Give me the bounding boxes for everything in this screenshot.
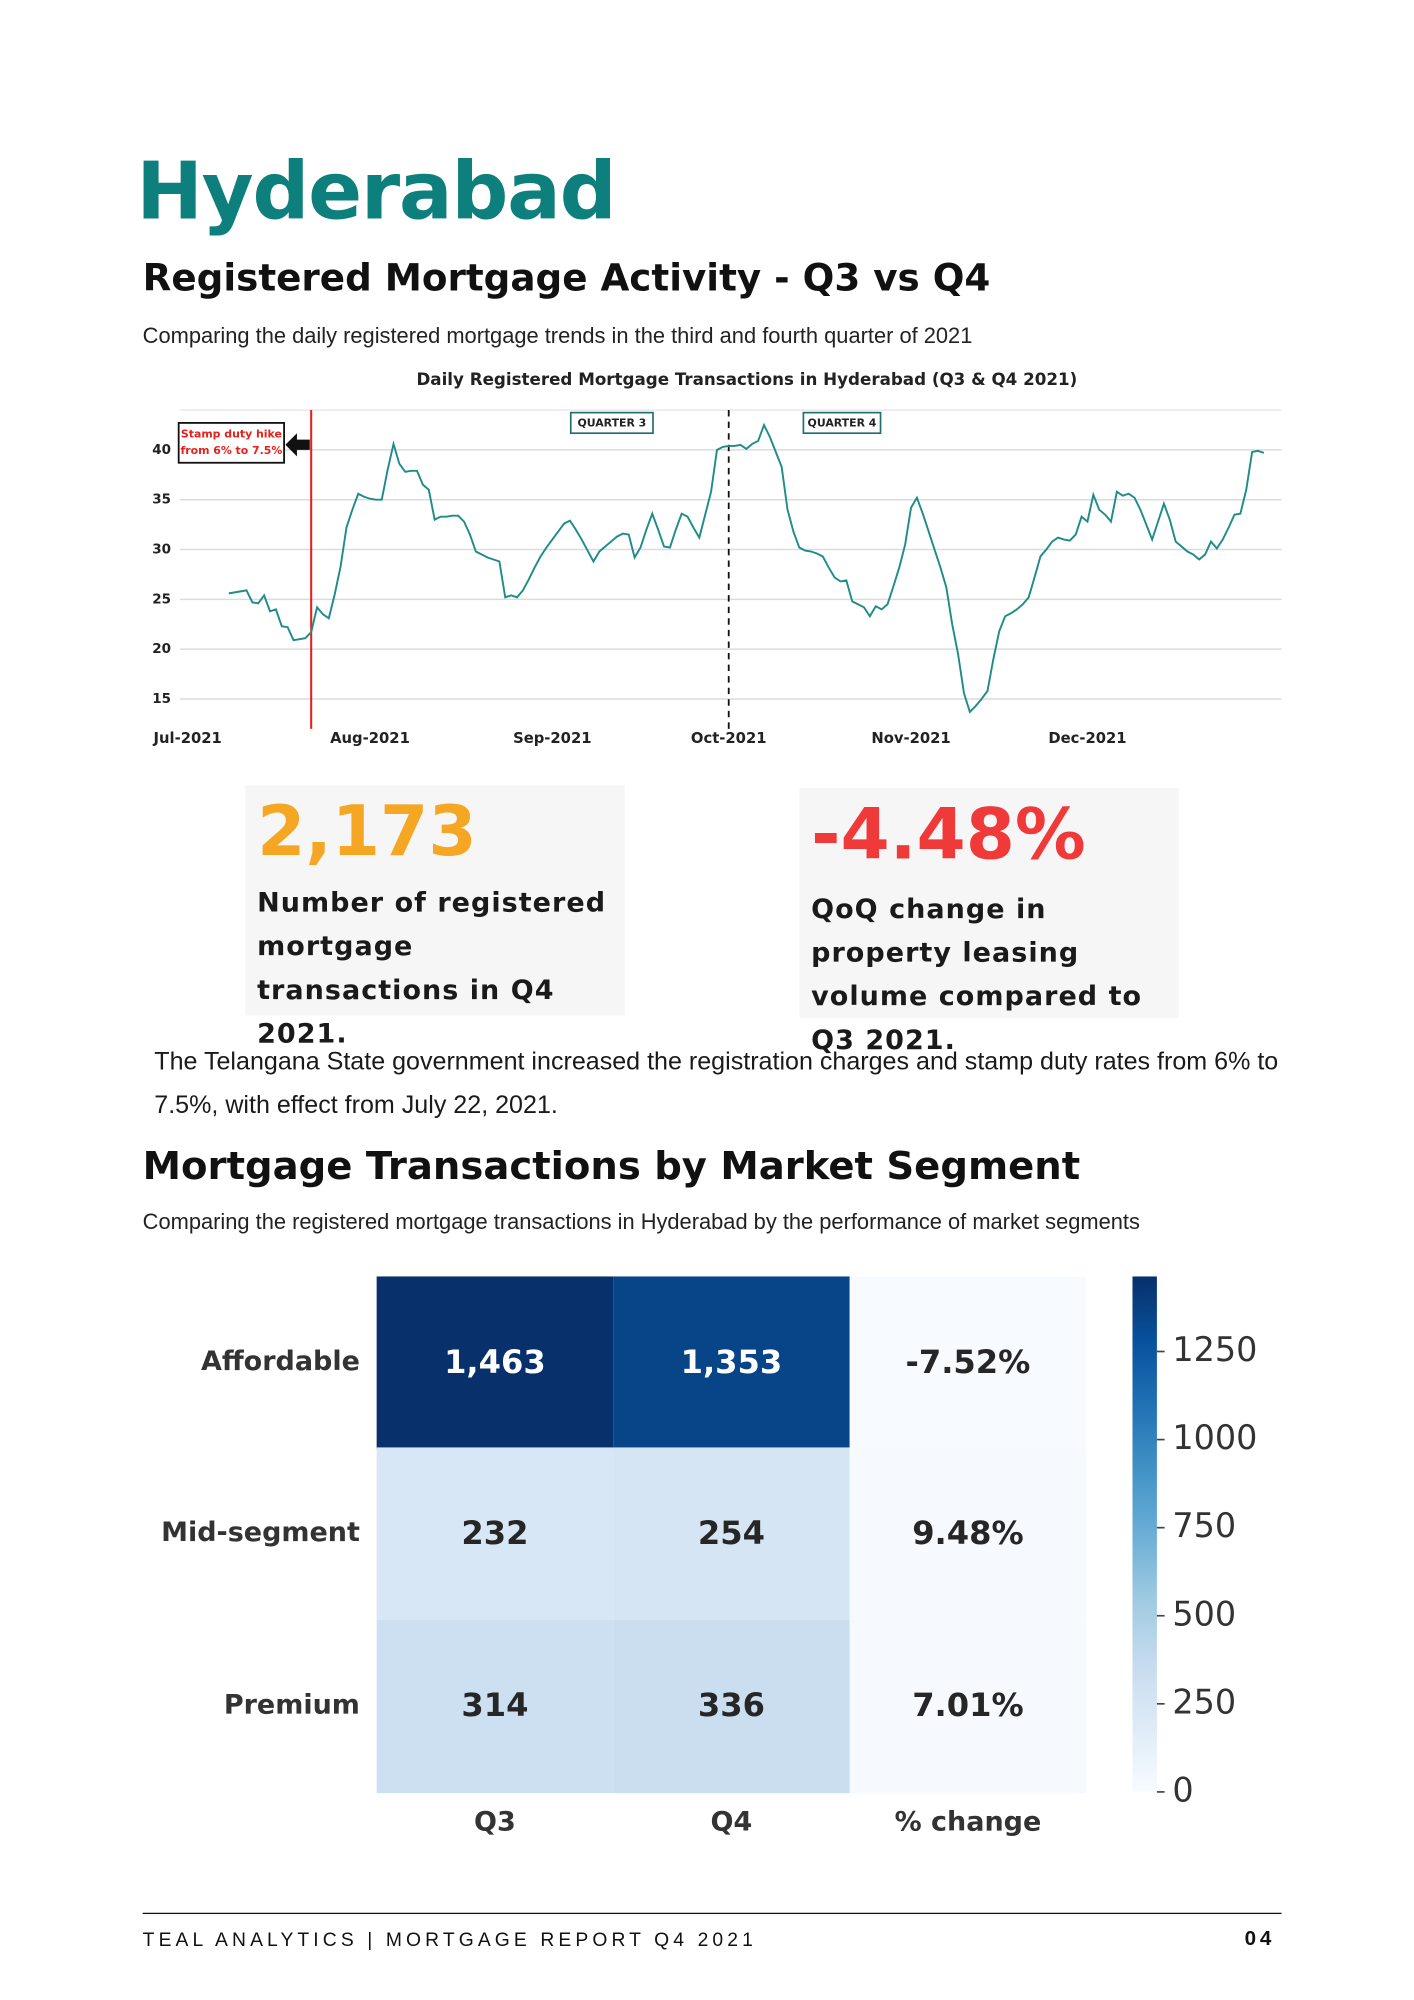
section-subheading: Comparing the registered mortgage transa… bbox=[142, 1209, 1140, 1235]
heatmap-cell bbox=[613, 1276, 850, 1449]
stat-card: -4.48% QoQ change in property leasing vo… bbox=[799, 787, 1179, 1055]
quarter-box bbox=[569, 411, 654, 435]
x-tick-label: Nov-2021 bbox=[871, 730, 950, 747]
colorbar-tick-label: 1250 bbox=[1172, 1330, 1257, 1369]
cell-label: 232 bbox=[461, 1514, 528, 1552]
stat-value: -4.48% bbox=[811, 793, 1086, 876]
annotation-text: from 6% to 7.5% bbox=[180, 444, 282, 457]
heatmap-cell bbox=[613, 1619, 850, 1794]
x-tick-label: Aug-2021 bbox=[330, 730, 410, 747]
note-paragraph: The Telangana State government increased… bbox=[154, 1047, 1279, 1120]
cell-label: -7.52% bbox=[906, 1343, 1031, 1381]
annotation-text: Stamp duty hike bbox=[181, 427, 282, 440]
row-label: Affordable bbox=[201, 1346, 360, 1377]
quarter-label: QUARTER 4 bbox=[808, 417, 877, 430]
heatmap-cell bbox=[849, 1619, 1087, 1794]
section-heading: Mortgage Transactions by Market Segment bbox=[142, 1144, 1081, 1190]
column-label: % change bbox=[895, 1806, 1042, 1837]
quarter-label: QUARTER 3 bbox=[577, 417, 646, 430]
x-tick-label: Dec-2021 bbox=[1048, 730, 1126, 747]
colorbar-tick-label: 1000 bbox=[1172, 1418, 1257, 1457]
stat-description: Number of registered mortgage transactio… bbox=[257, 886, 607, 1049]
column-label: Q3 bbox=[474, 1806, 516, 1837]
x-tick-label: Sep-2021 bbox=[513, 730, 591, 747]
heatmap-cell bbox=[849, 1276, 1087, 1449]
data-line bbox=[228, 422, 1265, 714]
y-tick-label: 40 bbox=[152, 442, 171, 458]
section-heading: Registered Mortgage Activity - Q3 vs Q4 bbox=[142, 255, 991, 300]
heatmap-cell bbox=[849, 1447, 1087, 1620]
cell-label: 1,463 bbox=[444, 1343, 546, 1381]
cell-label: 9.48% bbox=[912, 1514, 1023, 1552]
y-tick-label: 15 bbox=[152, 691, 171, 707]
annotation-box bbox=[177, 422, 285, 464]
heatmap-cell bbox=[376, 1619, 614, 1794]
city-title: Hyderabad bbox=[136, 143, 616, 238]
y-tick-label: 35 bbox=[152, 492, 171, 508]
colorbar bbox=[1132, 1276, 1157, 1792]
stat-card: 2,173 Number of registered mortgage tran… bbox=[245, 785, 625, 1049]
cell-label: 314 bbox=[461, 1686, 528, 1724]
footer-rule bbox=[142, 1912, 1282, 1915]
column-label: Q4 bbox=[711, 1806, 753, 1837]
stat-value: 2,173 bbox=[257, 790, 477, 872]
colorbar-tick-label: 750 bbox=[1172, 1506, 1236, 1545]
row-label: Premium bbox=[224, 1689, 360, 1720]
colorbar-tick-label: 0 bbox=[1172, 1770, 1193, 1809]
stat-description: QoQ change in property leasing volume co… bbox=[811, 893, 1143, 1056]
chart-title: Daily Registered Mortgage Transactions i… bbox=[416, 369, 1077, 389]
cell-label: 336 bbox=[698, 1686, 765, 1724]
row-label: Mid-segment bbox=[161, 1517, 360, 1548]
heatmap-cell bbox=[376, 1447, 614, 1620]
page-number: 04 bbox=[1244, 1928, 1276, 1951]
footer-text: TEAL ANALYTICS | MORTGAGE REPORT Q4 2021 bbox=[142, 1929, 757, 1952]
colorbar-tick-label: 500 bbox=[1172, 1594, 1236, 1633]
colorbar-tick-label: 250 bbox=[1172, 1682, 1236, 1721]
cell-label: 1,353 bbox=[681, 1343, 783, 1381]
charts: Daily Registered Mortgage Transactions i… bbox=[152, 369, 1282, 1837]
x-tick-label: Jul-2021 bbox=[153, 730, 222, 747]
cell-label: 254 bbox=[698, 1514, 765, 1552]
y-tick-label: 25 bbox=[152, 591, 171, 607]
heatmap-cell bbox=[613, 1447, 850, 1620]
y-tick-label: 20 bbox=[152, 641, 171, 657]
cell-label: 7.01% bbox=[912, 1686, 1023, 1724]
x-tick-label: Oct-2021 bbox=[691, 730, 767, 747]
quarter-box bbox=[802, 411, 882, 435]
heatmap-cell bbox=[376, 1276, 614, 1449]
annotation-arrow bbox=[285, 433, 310, 457]
y-tick-label: 30 bbox=[152, 542, 171, 558]
section-subheading: Comparing the daily registered mortgage … bbox=[142, 323, 973, 349]
